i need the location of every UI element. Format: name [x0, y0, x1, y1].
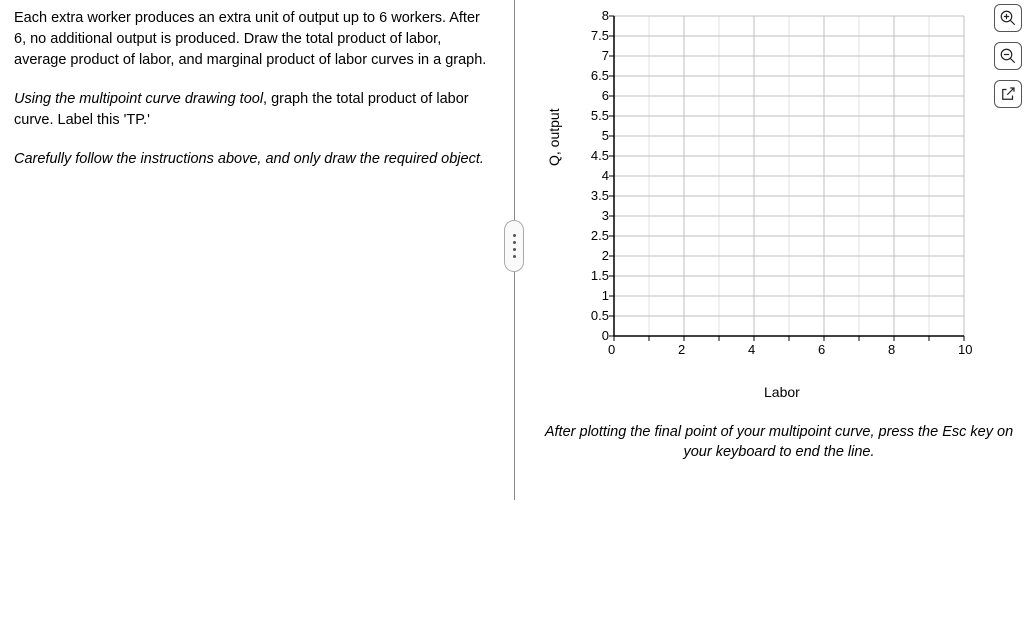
y-tick-label: 3.5 — [591, 188, 609, 203]
panel-resize-handle[interactable] — [504, 220, 524, 272]
graph-panel: 0 0.5 1 1.5 2 2.5 3 3.5 4 4.5 5 5.5 6 6.5 7 7.5 8 0 2 4 6 8 1… — [524, 0, 1024, 620]
chart-area[interactable]: 0 0.5 1 1.5 2 2.5 3 3.5 4 4.5 5 5.5 6 6.5 7 7.5 8 0 2 4 6 8 1… — [564, 6, 974, 366]
y-tick-label: 4.5 — [591, 148, 609, 163]
popout-icon — [999, 85, 1017, 103]
y-tick-label: 0 — [602, 328, 609, 343]
zoom-in-icon — [999, 9, 1017, 27]
panel-divider — [505, 0, 524, 620]
graph-hint-text: After plotting the final point of your m… — [544, 422, 1014, 463]
zoom-out-icon — [999, 47, 1017, 65]
x-tick-label: 6 — [818, 342, 825, 357]
x-tick-label: 8 — [888, 342, 895, 357]
instruction-paragraph-3: Carefully follow the instructions above,… — [14, 149, 487, 170]
graph-tool-column — [994, 4, 1022, 108]
zoom-out-button[interactable] — [994, 42, 1022, 70]
y-tick-label: 1 — [602, 288, 609, 303]
y-tick-label: 1.5 — [591, 268, 609, 283]
popout-button[interactable] — [994, 80, 1022, 108]
x-tick-label: 10 — [958, 342, 972, 357]
y-tick-label: 3 — [602, 208, 609, 223]
y-tick-label: 2.5 — [591, 228, 609, 243]
y-tick-label: 0.5 — [591, 308, 609, 323]
y-tick-label: 8 — [602, 8, 609, 23]
y-tick-label: 6 — [602, 88, 609, 103]
x-tick-label: 2 — [678, 342, 685, 357]
x-tick-label: 4 — [748, 342, 755, 357]
y-tick-label: 7 — [602, 48, 609, 63]
instruction-paragraph-1: Each extra worker produces an extra unit… — [14, 8, 487, 71]
y-tick-label: 5.5 — [591, 108, 609, 123]
x-axis-label: Labor — [764, 384, 800, 400]
x-tick-label: 0 — [608, 342, 615, 357]
y-tick-label: 5 — [602, 128, 609, 143]
y-tick-label: 7.5 — [591, 28, 609, 43]
y-axis-label: Q, output — [546, 108, 562, 166]
y-tick-label: 4 — [602, 168, 609, 183]
zoom-in-button[interactable] — [994, 4, 1022, 32]
instruction-tool-phrase: Using the multipoint curve drawing tool — [14, 91, 263, 107]
chart-grid — [564, 6, 974, 366]
instruction-paragraph-2: Using the multipoint curve drawing tool,… — [14, 89, 487, 131]
y-tick-label: 2 — [602, 248, 609, 263]
instructions-panel: Each extra worker produces an extra unit… — [0, 0, 497, 620]
y-tick-label: 6.5 — [591, 68, 609, 83]
